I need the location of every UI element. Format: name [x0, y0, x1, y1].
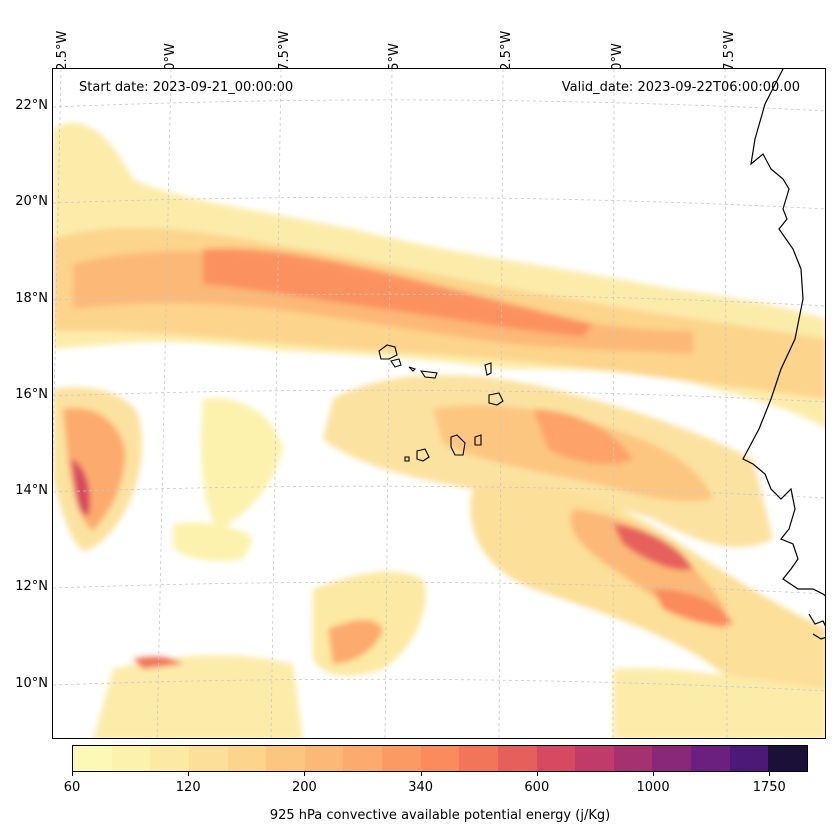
colorbar-segment: [150, 746, 189, 771]
colorbar: [72, 745, 808, 772]
colorbar-tick-mark: [769, 772, 771, 776]
colorbar-segment: [575, 746, 614, 771]
colorbar-tick-mark: [72, 772, 73, 776]
colorbar-segment: [73, 746, 112, 771]
cape-verde-islands: [378, 344, 504, 462]
cape-shading: [53, 122, 825, 738]
colorbar-tick-mark: [420, 772, 422, 776]
lat-label-22n: 22°N: [15, 98, 48, 113]
lat-label-18n: 18°N: [15, 291, 48, 306]
map-panel: Start date: 2023-09-21_00:00:00 Valid_da…: [52, 68, 826, 739]
colorbar-segment: [497, 746, 537, 771]
graticule: [53, 69, 825, 738]
colorbar-tick-label: 1000: [636, 780, 670, 795]
colorbar-tick-mark: [188, 772, 190, 776]
colorbar-segment: [768, 746, 807, 771]
colorbar-segment: [266, 746, 305, 771]
colorbar-segment: [420, 746, 460, 771]
colorbar-segment: [613, 746, 653, 771]
colorbar-tick-label: 1750: [752, 780, 786, 795]
colorbar-tick-mark: [536, 772, 538, 776]
colorbar-segment: [304, 746, 344, 771]
colorbar-segment: [729, 746, 769, 771]
colorbar-segment: [343, 746, 382, 771]
coastline: [742, 69, 825, 640]
colorbar-segment: [536, 746, 576, 771]
colorbar-tick-mark: [304, 772, 306, 776]
lat-label-12n: 12°N: [15, 579, 48, 594]
lat-label-16n: 16°N: [15, 387, 48, 402]
lat-label-20n: 20°N: [15, 194, 48, 209]
colorbar-tick-label: 340: [408, 780, 434, 795]
start-date-label: Start date: 2023-09-21_00:00:00: [79, 80, 293, 95]
colorbar-segment: [111, 746, 151, 771]
colorbar-segment: [652, 746, 691, 771]
colorbar-segment: [188, 746, 228, 771]
colorbar-label: 925 hPa convective available potential e…: [269, 808, 611, 823]
colorbar-tick-mark: [653, 772, 655, 776]
colorbar-tick-label: 200: [291, 780, 317, 795]
colorbar-tick-label: 600: [524, 780, 550, 795]
cape-field-map: Start date: 2023-09-21_00:00:00 Valid_da…: [53, 69, 825, 738]
colorbar-segment: [691, 746, 730, 771]
colorbar-tick-label: 60: [63, 780, 81, 795]
valid-date-label: Valid_date: 2023-09-22T06:00:00.00: [562, 80, 800, 95]
colorbar-segment: [382, 746, 421, 771]
lat-label-10n: 10°N: [15, 676, 48, 691]
colorbar-tick-label: 120: [175, 780, 201, 795]
lat-label-14n: 14°N: [15, 483, 48, 498]
colorbar-segment: [227, 746, 267, 771]
colorbar-segment: [459, 746, 498, 771]
